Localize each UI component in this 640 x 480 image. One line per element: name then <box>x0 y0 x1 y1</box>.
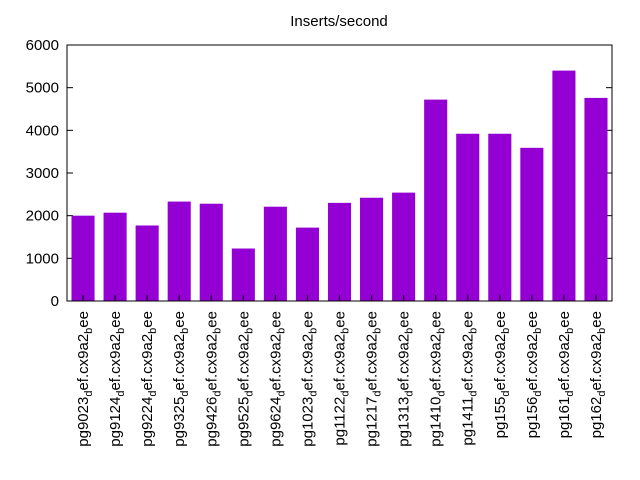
chart-title: Inserts/second <box>290 13 388 30</box>
y-tick-label: 6000 <box>26 37 59 54</box>
bar <box>520 147 544 301</box>
bar <box>295 227 319 301</box>
y-tick-label: 1000 <box>26 250 59 267</box>
bar <box>327 202 352 301</box>
bar <box>456 133 480 301</box>
plot-frame <box>66 44 613 302</box>
x-axis: pg9023def.cx9a2bee pg9124def.cx9a2bee pg92… <box>75 295 608 447</box>
bar <box>584 97 608 301</box>
x-tick-label: pg9325def.cx9a2bee <box>171 311 191 447</box>
x-tick-label: pg1313def.cx9a2bee <box>396 311 416 447</box>
x-tick-label: pg1023def.cx9a2bee <box>299 311 319 447</box>
y-tick-label: 5000 <box>26 80 59 97</box>
x-tick-label: pg1122def.cx9a2bee <box>332 311 352 446</box>
bar <box>199 203 223 301</box>
x-tick-label: pg156def.cx9a2bee <box>524 311 544 438</box>
y-tick-label: 0 <box>51 293 59 310</box>
y-axis: 0 1000 2000 3000 4000 5000 6000 <box>26 37 612 310</box>
bar <box>263 206 287 301</box>
x-tick-label: pg161def.cx9a2bee <box>556 311 576 438</box>
x-tick-label: pg155def.cx9a2bee <box>492 311 512 438</box>
x-tick-label: pg9624def.cx9a2bee <box>267 311 287 447</box>
x-tick-label: pg1411def.cx9a2bee <box>460 311 480 446</box>
x-tick-label: pg1217def.cx9a2bee <box>364 311 384 447</box>
bar <box>71 215 95 301</box>
x-tick-label: pg9124def.cx9a2bee <box>107 311 127 447</box>
x-tick-label: pg9023def.cx9a2bee <box>75 311 95 447</box>
x-tick-label: pg9224def.cx9a2bee <box>139 311 159 447</box>
bar-series <box>71 70 608 301</box>
bar <box>552 70 576 301</box>
bar <box>424 99 448 301</box>
bar <box>392 192 416 301</box>
y-tick-label: 4000 <box>26 122 59 139</box>
x-tick-label: pg9525def.cx9a2bee <box>235 311 255 447</box>
x-tick-label: pg162def.cx9a2bee <box>588 311 608 438</box>
y-tick-label: 2000 <box>26 208 59 225</box>
y-tick-label: 3000 <box>26 165 59 182</box>
bar <box>167 201 191 301</box>
bar <box>488 133 512 301</box>
x-tick-label: pg1410def.cx9a2bee <box>428 311 448 447</box>
bar <box>103 212 127 301</box>
bar <box>231 248 255 301</box>
x-tick-label: pg9426def.cx9a2bee <box>203 311 223 447</box>
bar <box>135 225 159 301</box>
bar <box>360 197 384 301</box>
